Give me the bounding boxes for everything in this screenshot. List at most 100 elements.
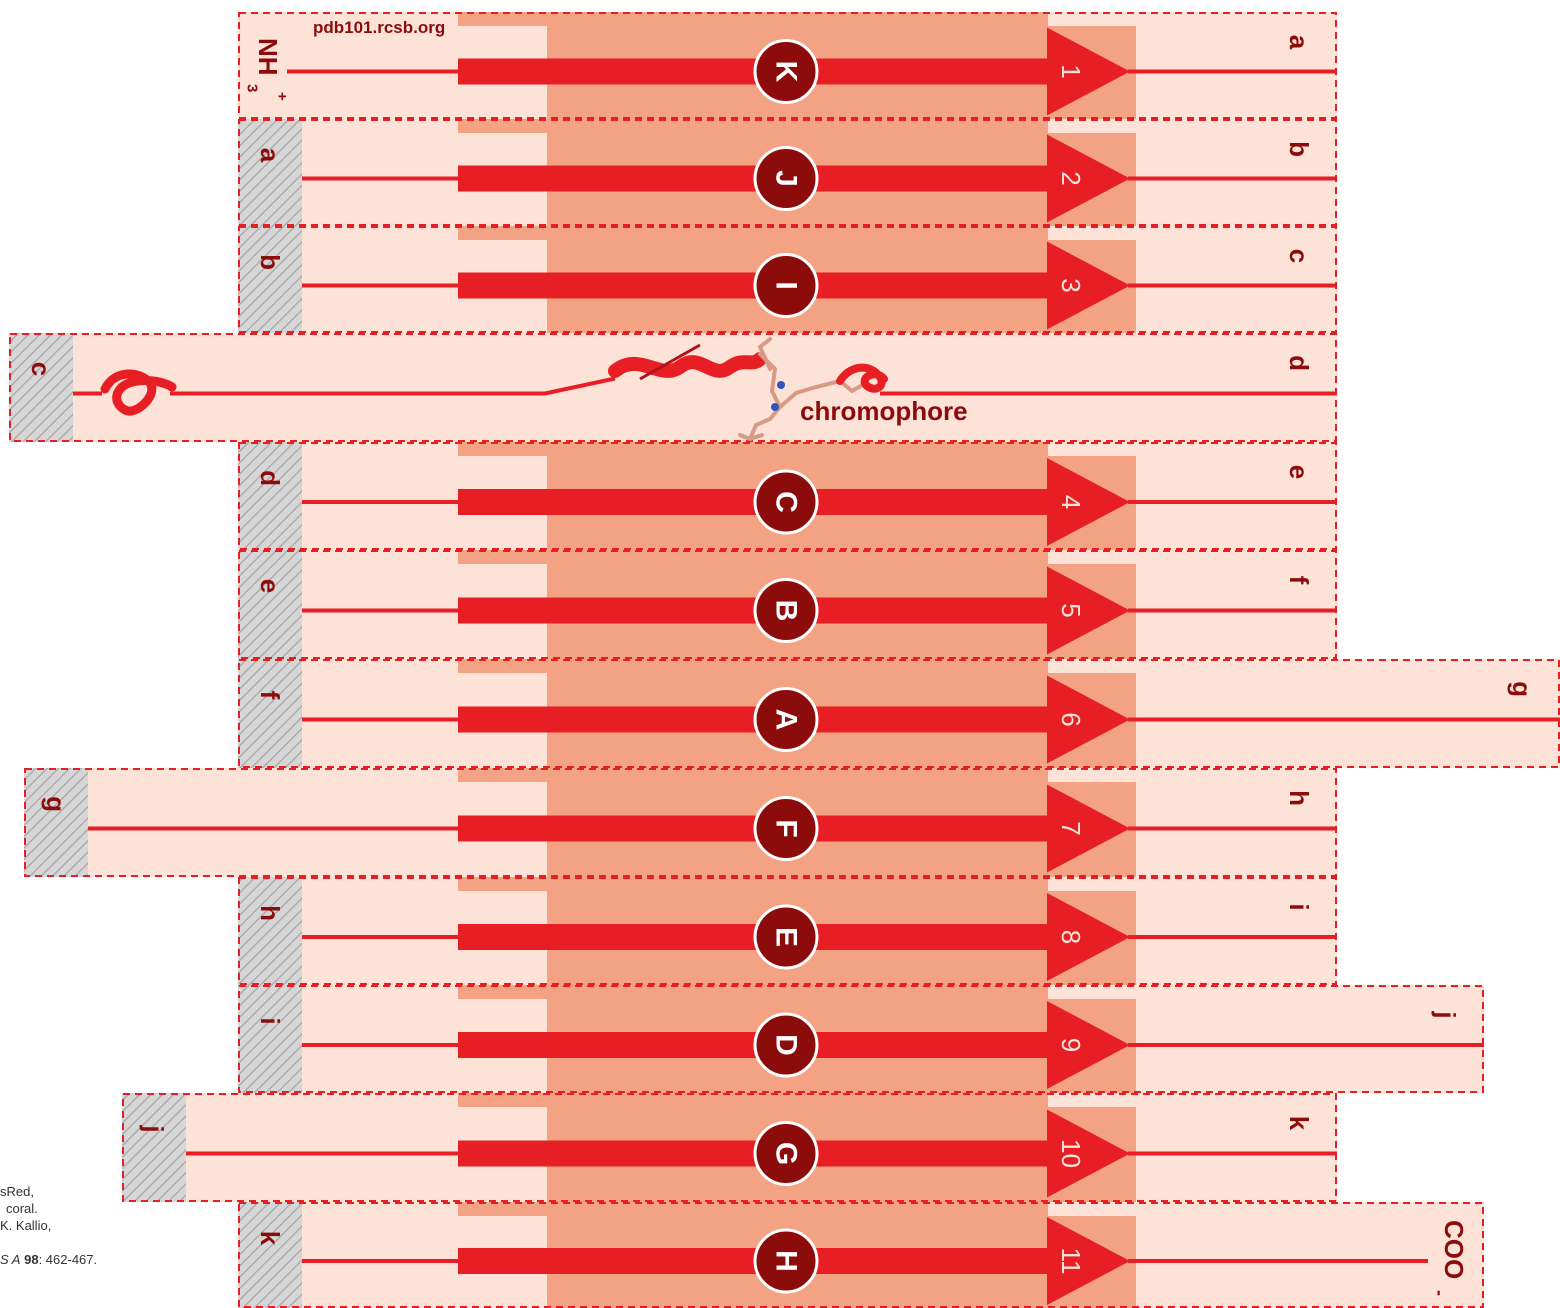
- right-tab-label: i: [1284, 903, 1314, 910]
- chromophore-stick: [738, 433, 764, 441]
- chromophore-stick: [757, 337, 772, 371]
- beta-strand-arrowhead: [1047, 784, 1130, 873]
- strand-letter: F: [770, 819, 803, 837]
- right-tab-label: h: [1284, 790, 1314, 806]
- strand-letter: B: [770, 600, 803, 622]
- left-tab-label: i: [255, 1017, 285, 1024]
- beta-strand-arrowhead: [1047, 241, 1130, 330]
- site-url-label: pdb101.rcsb.org: [313, 18, 445, 37]
- left-tab-label: a: [255, 148, 285, 163]
- strip-5: C 4 d e: [238, 442, 1337, 550]
- strand-number: 8: [1056, 930, 1086, 944]
- left-tab-label: j: [139, 1124, 169, 1132]
- backbone-line: [170, 376, 616, 396]
- right-tab-label: b: [1284, 141, 1314, 157]
- strand-circle: [753, 469, 819, 535]
- credit-line-4-rest: : 462-467.: [38, 1252, 98, 1267]
- strand-number: 3: [1056, 278, 1086, 292]
- n-terminus-superscript: +: [274, 92, 291, 101]
- strip-dashed-border: [238, 1202, 1484, 1308]
- strand-circle: [753, 578, 819, 643]
- credit-line-4-bold: 98: [24, 1252, 39, 1267]
- strip-dashed-border: [238, 659, 1560, 768]
- strand-number: 4: [1056, 495, 1086, 509]
- n-terminus-label: NH: [253, 38, 283, 76]
- strip-1: K 1 a: [238, 12, 1337, 119]
- strand-circle: [753, 253, 819, 318]
- nitrogen-atom: [777, 381, 785, 389]
- strip-dashed-border: [238, 985, 1484, 1093]
- beta-strand-arrowhead: [1047, 27, 1130, 116]
- left-tab-label: d: [255, 470, 285, 486]
- strand-number: 1: [1056, 64, 1086, 78]
- glue-tab: [238, 119, 302, 226]
- glue-tab: [238, 877, 302, 985]
- strand-circle: [753, 146, 819, 211]
- strand-number: 11: [1056, 1248, 1086, 1275]
- right-tab-label: e: [1284, 465, 1314, 479]
- strip-7: A 6 f g: [238, 659, 1560, 768]
- chromophore-label: chromophore: [800, 396, 968, 426]
- chromophore-stick: [778, 379, 842, 409]
- left-tab-label: h: [255, 905, 285, 921]
- strand-circle: [753, 904, 819, 970]
- strand-letter: J: [770, 170, 803, 187]
- strip-9: E 8 h i: [238, 877, 1337, 985]
- glue-tab: [238, 985, 302, 1093]
- c-terminus-superscript: -: [1430, 1290, 1450, 1296]
- credit-line-3: K. Kallio,: [0, 1218, 52, 1233]
- beta-strand-arrowhead: [1047, 675, 1130, 764]
- left-tab-label: b: [255, 254, 285, 270]
- chromophore-stick: [748, 405, 782, 441]
- small-helix-ribbon: [100, 369, 177, 416]
- glue-tab: [9, 333, 73, 442]
- right-tab-label: d: [1284, 355, 1314, 371]
- beta-strand-arrowhead: [1047, 1109, 1130, 1198]
- beta-strand-arrowhead: [1047, 134, 1130, 223]
- strip-12: H 11 k: [238, 1202, 1484, 1308]
- strand-letter: E: [770, 927, 803, 947]
- credit-line-4-italic: S A: [0, 1252, 21, 1267]
- strip-6: B 5 e f: [238, 550, 1337, 659]
- beta-strand-arrowhead: [1047, 893, 1130, 981]
- credit-line-2: coral.: [6, 1201, 38, 1216]
- right-helix-ribbon: [836, 363, 888, 393]
- chromophore-helix: chromophore: [100, 337, 968, 441]
- strand-circle: [753, 39, 819, 104]
- strand-circle: [753, 1121, 819, 1186]
- right-tab-label: k: [1284, 1116, 1314, 1131]
- strip-3: I 3 b c: [238, 226, 1337, 333]
- strip-8: F 7 g h: [24, 768, 1337, 877]
- left-tab-label: e: [255, 579, 285, 593]
- c-terminus-label: COO: [1439, 1220, 1469, 1279]
- strand-letter: I: [770, 281, 803, 289]
- glue-tab: [238, 659, 302, 768]
- beta-strand-arrowhead: [1047, 1001, 1130, 1089]
- strip-dashed-border: [238, 550, 1337, 659]
- glue-tab: [238, 550, 302, 659]
- right-tab-label: j: [1431, 1010, 1461, 1018]
- main-helix-ribbon: [608, 352, 767, 378]
- beta-strand-arrowhead: [1047, 458, 1130, 546]
- strand-number: 5: [1056, 603, 1086, 617]
- strand-letter: K: [770, 61, 803, 83]
- strip-2: J 2 a b: [238, 119, 1337, 226]
- strip-dashed-border: [9, 333, 1337, 442]
- right-tab-label: a: [1284, 35, 1314, 50]
- right-tab-label: c: [1284, 249, 1314, 263]
- left-tab-label: g: [41, 796, 71, 812]
- left-tab-label: k: [255, 1231, 285, 1246]
- glue-tab: [238, 226, 302, 333]
- glue-tab: [238, 442, 302, 550]
- strand-letter: H: [770, 1250, 803, 1272]
- strand-number: 2: [1056, 171, 1086, 185]
- strand-number: 9: [1056, 1038, 1086, 1052]
- header-layer: pdb101.rcsb.org NH 3 + COO -: [244, 18, 1470, 1296]
- glue-tab: [24, 768, 88, 877]
- right-tab-label: f: [1284, 576, 1314, 585]
- strand-number: 7: [1056, 821, 1086, 835]
- strip-dashed-border: [238, 877, 1337, 985]
